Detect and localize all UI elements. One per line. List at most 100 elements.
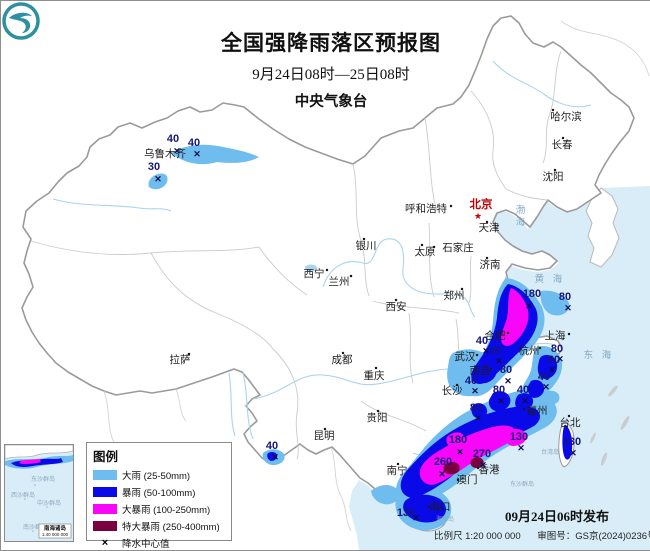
- city-dot: [485, 220, 489, 224]
- city-label: 上海: [545, 329, 566, 342]
- city-dot: [460, 287, 464, 291]
- rain-area-heavyrain: [171, 144, 259, 165]
- city-label: 银川: [356, 239, 377, 252]
- city-label: 沈阳: [543, 170, 564, 183]
- inset-island-label: 西沙群岛: [11, 491, 35, 499]
- city-dot: [376, 409, 380, 413]
- city-label: 哈尔滨: [550, 110, 582, 123]
- city-label: 郑州: [444, 289, 465, 302]
- precip-center-value: 130: [563, 436, 581, 448]
- city-dot: [396, 462, 400, 466]
- rain-area-rainstorm: [527, 379, 545, 398]
- precip-center-x-icon: ✕: [521, 396, 529, 406]
- city-label: 太原: [415, 245, 436, 258]
- sea-label: 海: [516, 216, 529, 228]
- map-scale-line: 比例尺 1:20 000 000 审图号：GS京(2024)0236号: [434, 528, 650, 542]
- legend-item-marker: × 降水中心值: [93, 536, 225, 551]
- rain-layer: [148, 144, 573, 531]
- map-header: 全国强降雨落区预报图 9月24日08时—25日08时 中央气象台: [151, 27, 511, 111]
- city-label: 呼和浩特: [405, 203, 447, 215]
- city-dot: [341, 351, 345, 355]
- inset-scale: 1:40 000 000: [42, 532, 69, 537]
- city-dot: [567, 414, 571, 418]
- precip-center-x-icon: ✕: [504, 376, 512, 386]
- city-label: 西安: [386, 300, 407, 313]
- precip-center-value: 40: [476, 335, 488, 347]
- sea-label: 海南岛: [436, 515, 454, 523]
- legend-item: 大暴雨 (100-250mm): [93, 502, 225, 516]
- legend-item: 大雨 (25-50mm): [93, 468, 225, 482]
- city-label: 长春: [552, 139, 573, 151]
- legend-title: 图例: [93, 450, 119, 464]
- city-label: 西宁: [304, 267, 325, 280]
- precip-center-value: 80: [551, 343, 563, 355]
- precip-center-x-icon: ✕: [271, 452, 279, 462]
- precipitation-centers: 40✕40✕30✕180✕80✕40✕ 80✕80✕80✕80✕40✕40✕80✕…: [148, 133, 581, 523]
- precip-center-x-icon: ✕: [474, 413, 482, 423]
- precip-center-value: 40: [266, 440, 278, 452]
- sea-area: [349, 186, 650, 550]
- korea-peninsula: [585, 187, 620, 268]
- precip-center-x-icon: ✕: [173, 146, 181, 156]
- city-label: 兰州: [329, 275, 350, 288]
- sea-label: 渤: [516, 204, 529, 216]
- city-label: 重庆: [364, 369, 385, 382]
- city-label: 成都: [332, 354, 353, 366]
- city-dot: [538, 346, 542, 350]
- inset-island-label: 东沙群岛: [31, 475, 55, 483]
- city-dot: [561, 136, 565, 140]
- city-label: 昆明: [314, 430, 335, 442]
- city-label: 拉萨: [170, 353, 191, 366]
- precip-center-x-icon: ✕: [154, 174, 162, 184]
- sea-layer: [349, 186, 650, 550]
- legend-swatch: [93, 521, 117, 531]
- precip-center-value: 30: [148, 161, 160, 173]
- precip-center-value: 40: [188, 137, 200, 149]
- sea-label: 东沙群岛: [510, 480, 534, 488]
- legend-box: 图例 大雨 (25-50mm) 暴雨 (50-100mm) 大暴雨 (100-250…: [86, 442, 232, 550]
- city-label: 杭州: [519, 344, 540, 357]
- page-title: 全国强降雨落区预报图: [221, 31, 441, 55]
- precip-center-x-icon: ✕: [193, 149, 201, 159]
- legend-item-label: 特大暴雨 (250-400mm): [122, 522, 220, 533]
- sea-label: 东 海: [584, 349, 615, 361]
- city-dot: [489, 367, 493, 371]
- rain-area-heavyrain: [540, 290, 570, 316]
- precip-center-x-icon: ✕: [412, 513, 420, 523]
- rain-area-heavyrain: [148, 173, 168, 190]
- precip-center-x-icon: ✕: [556, 354, 564, 364]
- city-label: 长沙: [442, 385, 463, 397]
- precipitation-center-icon: ×: [101, 537, 109, 549]
- cma-logo-icon: [2, 2, 40, 40]
- precip-center-value: 40: [465, 375, 477, 387]
- city-label: 贵阳: [367, 411, 388, 424]
- precip-center-x-icon: ✕: [456, 447, 464, 457]
- legend-swatch: [93, 504, 117, 514]
- city-label: 海口: [430, 500, 451, 513]
- approval-number: 审图号：GS京(2024)0236号: [537, 531, 650, 542]
- city-label: 福州: [527, 404, 548, 417]
- rain-area-rainstorm: [403, 494, 446, 523]
- legend-item-label: 大雨 (25-50mm): [122, 471, 191, 482]
- rain-area-extreme: [470, 457, 484, 469]
- scale-text: 比例尺 1:20 000 000: [434, 531, 521, 542]
- city-dot: [432, 245, 436, 249]
- city-label: 乌鲁木齐: [144, 147, 186, 160]
- city-dot: [476, 466, 480, 470]
- rain-area-heavyrain: [542, 390, 560, 405]
- inset-label-box: [38, 523, 72, 539]
- city-dot: [522, 407, 526, 411]
- precip-center-value: 260: [434, 456, 452, 468]
- precip-center-x-icon: ✕: [479, 460, 487, 470]
- legend-item: 特大暴雨 (250-400mm): [93, 519, 225, 533]
- precip-center-value: 40: [167, 133, 179, 145]
- precip-center-value: 80: [559, 291, 571, 303]
- city-dot: [506, 331, 510, 335]
- city-label: 澳门: [457, 473, 478, 486]
- city-dot: [553, 168, 557, 172]
- inset-coast: [5, 445, 73, 460]
- legend-swatch: [93, 470, 117, 480]
